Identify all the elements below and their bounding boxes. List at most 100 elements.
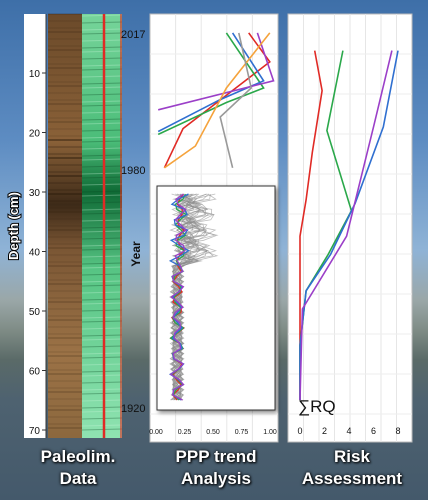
hyperspectral-band: [81, 158, 123, 161]
hyperspectral-band: [81, 410, 123, 413]
year-tick-1920: 1920: [121, 403, 145, 415]
hyperspectral-band: [81, 316, 123, 319]
year-axis-label: Year: [129, 241, 143, 267]
ppp-trend-lines: [157, 32, 275, 169]
hyperspectral-band: [81, 122, 123, 125]
hyperspectral-band: [81, 50, 123, 53]
hyperspectral-band: [81, 111, 123, 114]
sediment-core-bands: [48, 13, 82, 429]
risk-series-line: [299, 50, 323, 400]
sediment-core-image: [48, 14, 82, 438]
hyperspectral-band: [81, 154, 123, 157]
hyperspectral-band: [81, 201, 123, 204]
hyperspectral-core-bands: [81, 14, 123, 431]
hyperspectral-band: [81, 129, 123, 132]
hyperspectral-band: [81, 428, 123, 431]
ppp-caption-line2: Analysis: [181, 469, 251, 488]
ppp-trend-series-line: [158, 32, 275, 111]
depth-tick-label: 60: [29, 367, 41, 378]
hyperspectral-band: [81, 280, 123, 283]
depth-axis-label: Depth (cm): [6, 192, 21, 260]
hyperspectral-band: [81, 399, 123, 402]
hyperspectral-band: [81, 406, 123, 409]
risk-caption: Risk Assessment: [290, 446, 414, 490]
risk-lines: [299, 50, 399, 401]
risk-caption-line1: Risk: [334, 447, 370, 466]
risk-sum-rq-label: ∑RQ: [298, 397, 336, 416]
risk-series-line: [299, 50, 399, 400]
hyperspectral-band: [81, 244, 123, 247]
ppp-caption-line1: PPP trend: [175, 447, 257, 466]
hyperspectral-band: [81, 219, 123, 222]
hyperspectral-band: [81, 273, 123, 276]
hyperspectral-band: [81, 176, 123, 179]
hyperspectral-band: [81, 136, 123, 139]
hyperspectral-band: [81, 118, 123, 121]
hyperspectral-band: [81, 82, 123, 85]
depth-tick-label: 70: [29, 426, 41, 437]
hyperspectral-band: [81, 190, 123, 193]
hyperspectral-band: [81, 255, 123, 258]
hyperspectral-band: [81, 320, 123, 323]
hyperspectral-band: [81, 352, 123, 355]
year-tick-1980: 1980: [121, 165, 145, 177]
inset-x-tick-label: 0.50: [206, 429, 220, 436]
paleo-caption-line1: Paleolim.: [40, 447, 116, 466]
hyperspectral-band: [81, 86, 123, 89]
hyperspectral-band: [81, 417, 123, 420]
risk-x-ticks: 0 2 4 6 8: [297, 426, 400, 436]
hyperspectral-band: [81, 46, 123, 49]
hyperspectral-band: [81, 237, 123, 240]
depth-tick-label: 20: [29, 129, 41, 140]
hyperspectral-core-image: [82, 14, 122, 438]
hyperspectral-band: [81, 32, 123, 35]
hyperspectral-band: [81, 100, 123, 103]
inset-color-trace: [169, 193, 188, 401]
hyperspectral-band: [81, 104, 123, 107]
hyperspectral-band: [81, 374, 123, 377]
inset-x-tick-label: 1.00: [263, 429, 277, 436]
hyperspectral-band: [81, 75, 123, 78]
ppp-inset-x-ticks: 0.00 0.25 0.50 0.75 1.00: [149, 429, 277, 436]
ppp-inset-lines: [168, 193, 219, 401]
hyperspectral-band: [81, 165, 123, 168]
hyperspectral-band: [81, 363, 123, 366]
hyperspectral-band: [81, 194, 123, 197]
risk-x-tick-label: 0: [297, 426, 302, 436]
ppp-trend-series-line: [163, 32, 271, 169]
paleo-caption: Paleolim. Data: [30, 446, 126, 490]
hyperspectral-band: [81, 388, 123, 391]
hyperspectral-band: [81, 291, 123, 294]
hyperspectral-band: [81, 309, 123, 312]
hyperspectral-band: [81, 298, 123, 301]
inset-x-tick-label: 0.00: [149, 429, 163, 436]
hyperspectral-band: [81, 140, 123, 143]
ppp-trend-series-line: [219, 32, 253, 168]
ppp-caption: PPP trend Analysis: [152, 446, 280, 490]
hyperspectral-band: [81, 172, 123, 175]
risk-x-tick-label: 4: [346, 426, 351, 436]
hyperspectral-band: [81, 356, 123, 359]
risk-series-line: [299, 50, 393, 401]
depth-tick-label: 10: [29, 69, 41, 80]
hyperspectral-band: [81, 370, 123, 373]
hyperspectral-band: [81, 424, 123, 427]
hyperspectral-band: [81, 381, 123, 384]
risk-x-tick-label: 6: [371, 426, 376, 436]
hyperspectral-band: [81, 208, 123, 211]
hyperspectral-band: [81, 212, 123, 215]
risk-grid: [288, 14, 412, 442]
depth-axis-ticks: 10 20 30 40 50 60 70: [29, 69, 46, 437]
hyperspectral-band: [81, 147, 123, 150]
risk-x-tick-label: 2: [322, 426, 327, 436]
depth-tick-label: 30: [29, 188, 41, 199]
hyperspectral-band: [81, 226, 123, 229]
hyperspectral-band: [81, 392, 123, 395]
hyperspectral-band: [81, 64, 123, 67]
hyperspectral-band: [81, 28, 123, 31]
hyperspectral-band: [81, 183, 123, 186]
ppp-trend-series-line: [157, 32, 265, 133]
hyperspectral-band: [81, 21, 123, 24]
